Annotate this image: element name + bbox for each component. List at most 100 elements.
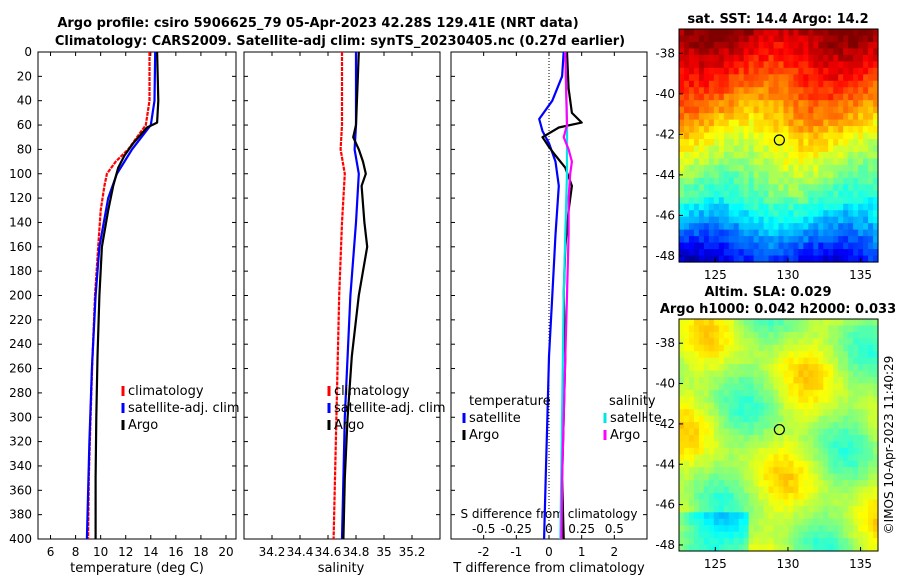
map-cell: [873, 80, 879, 88]
map-cell: [758, 223, 765, 231]
map-cell: [778, 255, 785, 263]
map-cell: [718, 518, 725, 526]
map-cell: [768, 331, 775, 339]
map-cell: [768, 29, 775, 37]
map-cell: [858, 538, 864, 546]
map-cell: [718, 158, 725, 166]
map-cell: [848, 486, 854, 494]
map-cell: [783, 473, 790, 481]
map-cell: [718, 184, 725, 192]
map-cell: [733, 255, 740, 263]
map-cell: [679, 357, 685, 365]
map-cell: [788, 29, 795, 37]
map-cell: [718, 435, 725, 443]
map-cell: [693, 236, 700, 244]
map-cell: [843, 351, 849, 359]
map-cell: [868, 255, 874, 263]
map-cell: [723, 409, 730, 417]
map-cell: [733, 236, 740, 244]
map-cell: [703, 223, 710, 231]
map-cell: [858, 396, 864, 404]
map-cell: [718, 357, 725, 365]
map-cell: [773, 242, 780, 250]
map-cell: [713, 255, 720, 263]
map-cell: [688, 255, 695, 263]
map-cell: [863, 255, 869, 263]
map-cell: [793, 389, 799, 397]
map-cell: [828, 223, 834, 231]
map-cell: [803, 377, 809, 385]
map-cell: [783, 35, 790, 43]
map-cell: [848, 493, 854, 501]
map-cell: [808, 441, 814, 449]
map-cell: [843, 61, 849, 69]
map-cell: [748, 415, 755, 423]
map-cell: [703, 35, 710, 43]
map-cell: [813, 242, 819, 250]
map-cell: [733, 29, 740, 37]
map-cell: [748, 158, 755, 166]
map-cell: [753, 396, 760, 404]
map-cell: [808, 139, 814, 147]
map-cell: [753, 106, 760, 114]
map-cell: [713, 197, 720, 205]
map-cell: [828, 325, 834, 333]
map-cell: [748, 164, 755, 172]
map-cell: [693, 119, 700, 127]
map-cell: [743, 422, 750, 430]
map-cell: [833, 67, 839, 75]
map-cell: [858, 197, 864, 205]
map-cell: [848, 87, 854, 95]
map-cell: [798, 190, 804, 198]
map-cell: [868, 29, 874, 37]
map-cell: [703, 29, 710, 37]
map-cell: [858, 435, 864, 443]
map-cell: [828, 538, 834, 546]
map-cell: [863, 377, 869, 385]
map-cell: [843, 223, 849, 231]
map-cell: [753, 415, 760, 423]
map-cell: [703, 402, 710, 410]
map-cell: [713, 229, 720, 237]
map-cell: [778, 428, 785, 436]
map-cell: [793, 229, 799, 237]
map-cell: [723, 454, 730, 462]
map-cell: [823, 409, 829, 417]
map-cell: [778, 325, 785, 333]
map-cell: [863, 338, 869, 346]
map-cell: [863, 132, 869, 140]
map-cell: [808, 216, 814, 224]
map-cell: [813, 364, 819, 372]
map-cell: [808, 467, 814, 475]
map-cell: [698, 177, 705, 185]
map-cell: [868, 229, 874, 237]
map-cell: [793, 223, 799, 231]
map-cell: [778, 41, 785, 50]
map-cell: [793, 151, 799, 160]
map-cell: [778, 518, 785, 526]
map-cell: [743, 325, 750, 333]
map-cell: [743, 74, 750, 82]
map-cell: [863, 435, 869, 443]
map-cell: [683, 132, 690, 140]
map-cell: [808, 325, 814, 333]
map-cell: [738, 29, 745, 37]
map-cell: [788, 409, 795, 417]
map-cell: [753, 518, 760, 526]
map-cell: [683, 499, 690, 507]
map-cell: [743, 106, 750, 114]
map-cell: [748, 184, 755, 192]
map-cell: [813, 197, 819, 205]
map-cell: [863, 139, 869, 147]
map-cell: [713, 538, 720, 546]
map-cell: [773, 158, 780, 166]
map-cell: [818, 126, 824, 134]
map-cell: [753, 210, 760, 218]
map-cell: [763, 171, 770, 179]
map-cell: [743, 210, 750, 218]
map-cell: [783, 61, 790, 69]
map-cell: [783, 364, 790, 372]
map-cell: [773, 325, 780, 333]
map-cell: [693, 441, 700, 449]
map-cell: [828, 151, 834, 160]
